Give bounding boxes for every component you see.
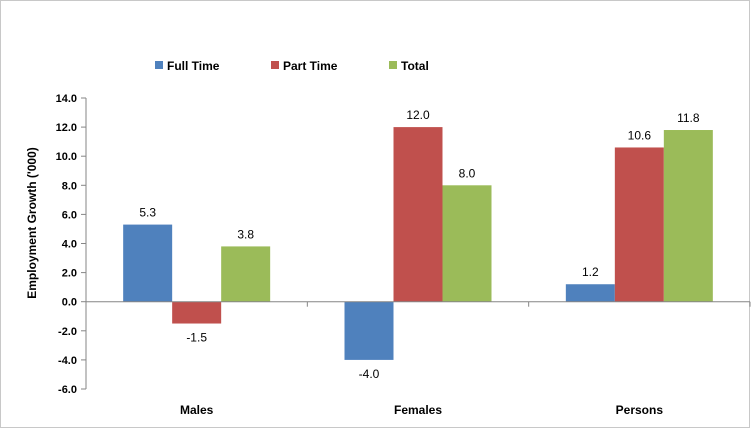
legend-swatch [271, 61, 279, 69]
bar [442, 185, 492, 302]
bar [123, 224, 173, 302]
y-tick-label: 12.0 [56, 122, 77, 134]
bar [344, 301, 394, 360]
x-category-label: Males [180, 403, 214, 417]
y-tick-label: -2.0 [58, 326, 77, 338]
legend: Full Time Part Time Total [155, 59, 429, 73]
data-label: 3.8 [237, 227, 254, 241]
bar [221, 246, 271, 302]
data-label: 1.2 [582, 265, 599, 279]
x-category-label: Females [394, 403, 442, 417]
y-axis-label: Employment Growth ('000) [25, 147, 39, 299]
bars [123, 127, 713, 360]
y-tick-label: -6.0 [58, 384, 77, 396]
y-tick-label: 2.0 [62, 268, 77, 280]
bar [565, 284, 615, 302]
legend-label: Total [401, 59, 429, 73]
legend-swatch [389, 61, 397, 69]
x-axis: Males Females Persons [85, 301, 751, 417]
data-label: 8.0 [459, 166, 476, 180]
y-tick-label: 8.0 [62, 180, 77, 192]
data-label: 12.0 [406, 108, 430, 122]
legend-label: Full Time [167, 59, 220, 73]
data-label: -4.0 [359, 367, 380, 381]
bar [663, 130, 713, 302]
legend-swatch [155, 61, 163, 69]
y-tick-label: 6.0 [62, 209, 77, 221]
y-tick-label: 0.0 [62, 297, 77, 309]
data-label: 10.6 [628, 128, 652, 142]
x-category-label: Persons [616, 403, 664, 417]
bar [614, 147, 664, 302]
data-label: -1.5 [186, 331, 207, 345]
data-label: 5.3 [139, 206, 156, 220]
y-tick-label: 14.0 [56, 93, 77, 105]
bar [172, 301, 222, 324]
data-labels: 5.3 -1.5 3.8 -4.0 12.0 8.0 1.2 10.6 11.8 [139, 108, 700, 381]
legend-label: Part Time [283, 59, 338, 73]
bar [393, 127, 443, 302]
data-label: 11.8 [677, 111, 700, 125]
y-tick-label: 4.0 [62, 239, 77, 251]
y-axis: 14.0 12.0 10.0 8.0 6.0 4.0 2.0 0.0 -2.0 -4.0 -6.0 [56, 93, 87, 396]
y-tick-label: -4.0 [58, 355, 77, 367]
y-tick-label: 10.0 [56, 151, 77, 163]
